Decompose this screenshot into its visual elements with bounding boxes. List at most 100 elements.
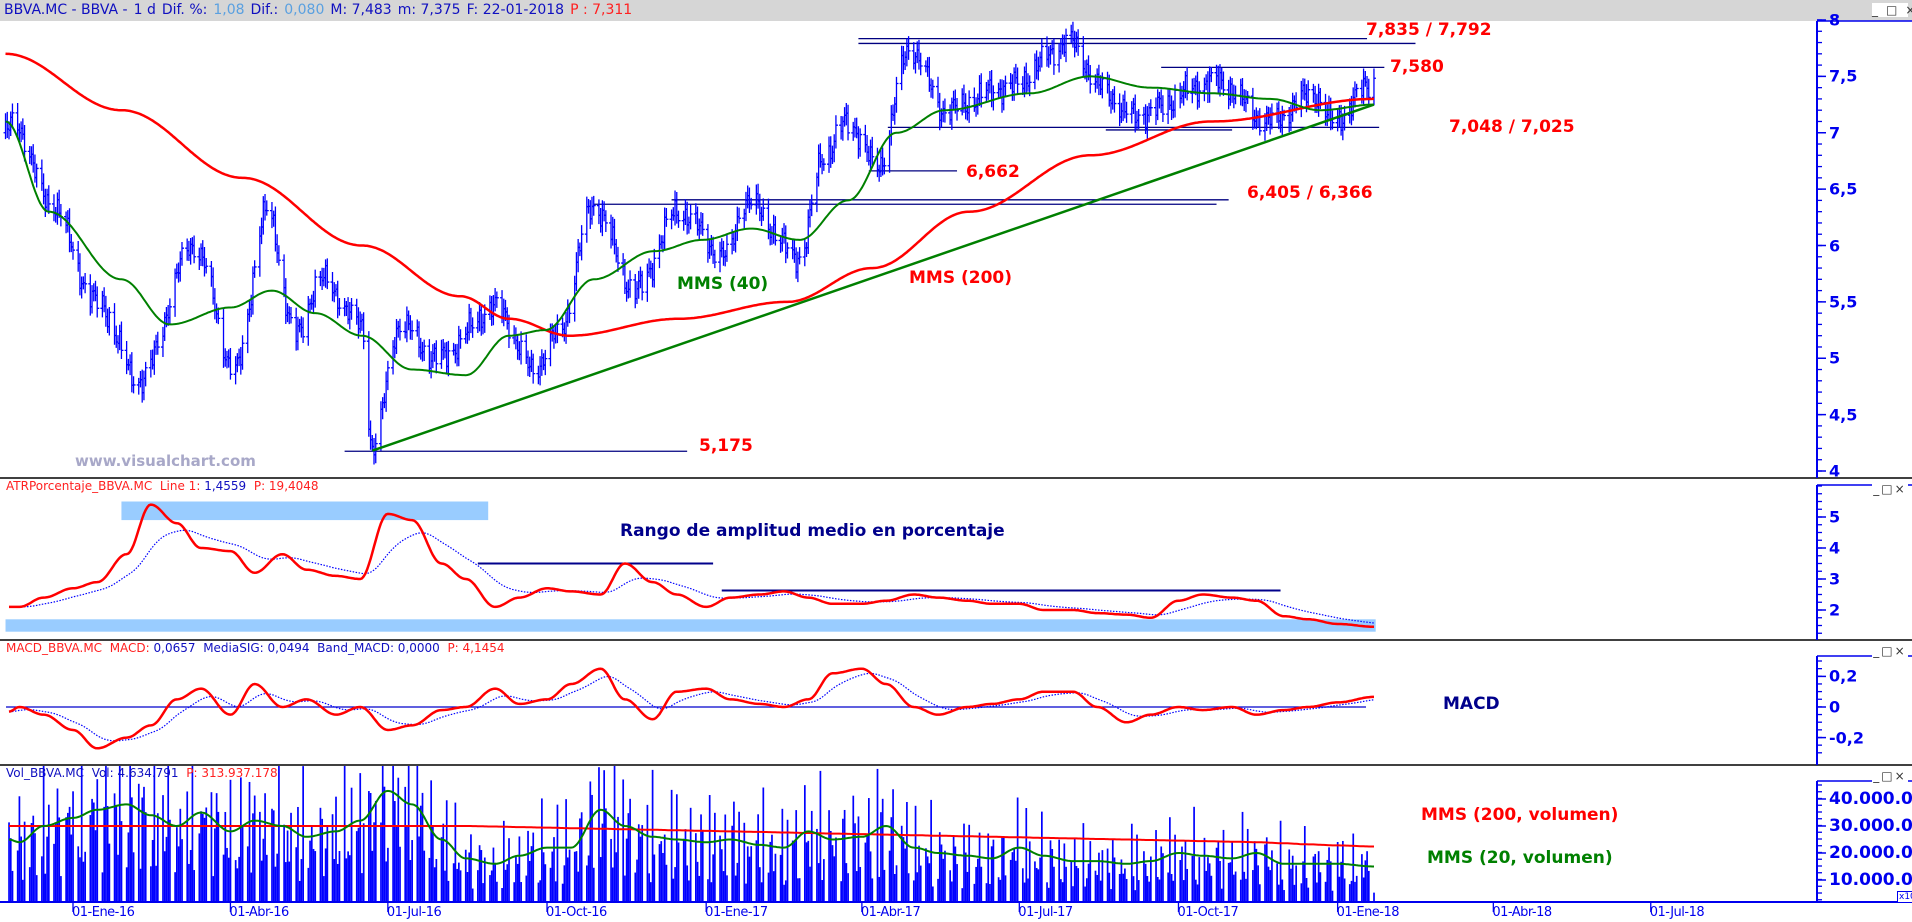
volume-bar xyxy=(928,863,931,902)
volume-bar xyxy=(214,828,216,902)
price-bar xyxy=(761,198,766,221)
price-bar xyxy=(979,73,984,108)
price-tick-label: 7,5 xyxy=(1829,66,1858,86)
volume-bar xyxy=(1002,836,1005,902)
volume-bar xyxy=(760,882,763,902)
minimize-icon[interactable]: _ xyxy=(1873,482,1882,496)
close-icon[interactable]: × xyxy=(1905,3,1912,17)
volume-bar xyxy=(96,779,99,902)
volume-bar xyxy=(712,854,714,902)
volume-bar xyxy=(771,834,773,902)
volume-bar xyxy=(508,838,510,902)
price-bar xyxy=(264,200,269,216)
volume-bar xyxy=(260,860,263,902)
price-tick-label: 4,5 xyxy=(1829,405,1858,425)
volume-bar xyxy=(1075,865,1078,902)
date-tick-label: 01-Oct-16 xyxy=(546,905,607,920)
volume-bar xyxy=(504,869,507,902)
volume-bar xyxy=(246,846,249,902)
atr-tick-label: 4 xyxy=(1829,538,1841,558)
volume-bar xyxy=(132,852,135,902)
volume-bar xyxy=(1070,861,1073,902)
atr-window-buttons[interactable]: _□× xyxy=(1872,482,1908,496)
window-title-bar: BBVA.MC - BBVA - 1 d Dif. %: 1,08 Dif.: 0,080… xyxy=(0,0,1912,21)
volume-bar xyxy=(452,863,455,902)
volume-bar xyxy=(1220,888,1223,902)
minimize-icon[interactable]: _ xyxy=(1872,3,1880,17)
volume-bar xyxy=(553,837,555,902)
maximize-icon[interactable]: □ xyxy=(1881,644,1895,658)
volume-bar xyxy=(324,848,327,902)
volume-tick-label: 20.000.00 xyxy=(1829,843,1912,863)
close-icon[interactable]: × xyxy=(1894,644,1907,658)
volume-bar xyxy=(1130,823,1133,902)
price-tick-label: 6,5 xyxy=(1829,179,1858,199)
maximize-icon[interactable]: □ xyxy=(1886,3,1900,17)
maximize-icon[interactable]: □ xyxy=(1881,482,1895,496)
price-bar xyxy=(458,329,463,349)
close-icon[interactable]: × xyxy=(1894,482,1907,496)
volume-bar xyxy=(985,883,988,902)
volume-bar xyxy=(586,865,588,902)
minimize-icon[interactable]: _ xyxy=(1873,644,1882,658)
macd-window-buttons[interactable]: _□× xyxy=(1872,644,1908,658)
volume-bar xyxy=(743,822,746,902)
volume-bar xyxy=(188,863,190,902)
volume-bar xyxy=(1181,846,1183,902)
volume-bar xyxy=(542,852,545,902)
volume-bar xyxy=(746,846,749,902)
volume-bar xyxy=(842,818,844,902)
volume-bar xyxy=(653,854,656,902)
volume-bar xyxy=(845,863,848,902)
price-bar xyxy=(83,273,88,294)
volume-bar xyxy=(1001,836,1003,902)
volume-bar xyxy=(70,834,73,902)
volume-bar xyxy=(506,864,509,902)
vol-window-buttons[interactable]: _□× xyxy=(1872,769,1908,783)
volume-bar xyxy=(84,851,87,902)
price-bar xyxy=(870,136,875,165)
volume-bar xyxy=(58,817,61,902)
price-bar xyxy=(1160,95,1165,123)
window-buttons[interactable]: _ □ × xyxy=(1872,3,1912,17)
volume-bar xyxy=(940,844,943,902)
volume-bar xyxy=(1281,879,1284,902)
volume-bar xyxy=(1217,841,1220,902)
volume-bar xyxy=(68,806,71,902)
volume-bar xyxy=(869,851,872,902)
price-bar xyxy=(833,115,838,149)
volume-bar xyxy=(1037,869,1040,902)
volume-bar xyxy=(314,851,317,902)
date-tick-label: 01-Abr-18 xyxy=(1492,905,1552,920)
dif-value: 0,080 xyxy=(284,2,325,18)
volume-bar xyxy=(272,810,275,902)
volume-bar xyxy=(1355,875,1358,902)
volume-bar xyxy=(163,851,166,902)
level-label-7835: 7,835 / 7,792 xyxy=(1366,20,1492,40)
minimize-icon[interactable]: _ xyxy=(1873,769,1882,783)
volume-bar xyxy=(1305,877,1308,902)
close-icon[interactable]: × xyxy=(1894,769,1907,783)
price-bar xyxy=(1064,28,1069,63)
volume-bar xyxy=(118,766,121,902)
price-tick-label: 4 xyxy=(1829,461,1841,481)
axes xyxy=(0,19,1912,912)
volume-bar xyxy=(1316,882,1318,902)
volume-bar xyxy=(1027,878,1029,902)
volume-bar xyxy=(1174,834,1176,902)
price-bar xyxy=(482,304,487,333)
volume-bar xyxy=(120,821,123,902)
maximize-icon[interactable]: □ xyxy=(1881,769,1895,783)
macd-signal-label: MediaSIG: 0,0494 xyxy=(203,641,310,655)
price-bar xyxy=(918,52,923,76)
volume-bar xyxy=(791,840,794,902)
volume-bar xyxy=(1099,880,1102,902)
price-bar xyxy=(1185,66,1190,101)
volume-bar xyxy=(1034,861,1036,902)
volume-bar xyxy=(1210,875,1213,902)
volume-bar xyxy=(9,838,12,902)
volume-bar xyxy=(629,798,631,902)
volume-bar xyxy=(883,869,886,902)
volume-bar xyxy=(399,846,401,902)
